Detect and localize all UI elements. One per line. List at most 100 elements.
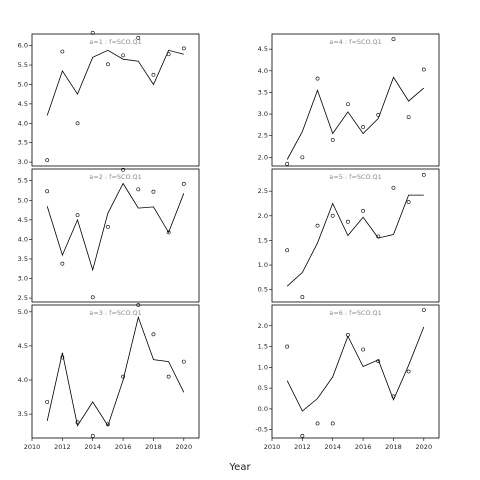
y-tick-label: 0.5	[258, 286, 268, 294]
y-tick-label: 0.0	[258, 405, 268, 413]
observed-point	[45, 399, 50, 404]
x-tick-label: 2010	[24, 443, 41, 451]
y-tick-label: 4.0	[18, 235, 28, 243]
observed-point	[285, 344, 290, 349]
x-tick-label: 2020	[416, 443, 433, 451]
observed-point	[376, 359, 381, 364]
observed-point	[300, 155, 305, 160]
observed-point	[181, 46, 186, 51]
observed-point	[346, 333, 350, 337]
panel-2: a=4 : f=SCO.Q1 2.0 2.5 3.0 3.5 4.0 4.5	[258, 33, 440, 167]
fitted-line	[46, 49, 184, 116]
observed-point	[346, 219, 350, 224]
observed-point	[406, 115, 411, 119]
panel-frame	[31, 168, 200, 303]
y-tick-label: 4.0	[258, 67, 268, 75]
x-tick-label: 2012	[294, 443, 311, 451]
panel-4: a=5 : f=SCO.Q1 0.5 1.0 1.5 2.0 2.5	[258, 168, 440, 303]
observed-point	[90, 30, 95, 35]
observed-point	[151, 72, 156, 77]
y-tick-label: 1.0	[258, 363, 268, 371]
observed-point	[406, 369, 411, 374]
y-tick-label: 3.5	[18, 139, 28, 147]
observed-point	[60, 355, 65, 360]
observed-point	[346, 102, 350, 107]
observed-point	[361, 208, 365, 213]
observed-point	[121, 53, 125, 58]
panel-5: a=3 : f=SCO.Q1 3.5 4.0 4.5 5.0 2010 2012 2014 20…	[18, 303, 200, 451]
y-tick-label: 5.5	[18, 61, 28, 69]
observed-point	[151, 332, 156, 337]
observed-point	[136, 187, 141, 192]
observed-point	[315, 421, 320, 426]
observed-point	[315, 223, 320, 228]
observed-point	[376, 234, 381, 239]
panel-frame	[31, 33, 200, 167]
observed-point	[90, 434, 95, 438]
panel-label: a=1 : f=SCO.Q1	[89, 38, 141, 46]
observed-point	[300, 434, 305, 438]
y-tick-label: 4.0	[18, 119, 28, 127]
y-tick-label: 4.0	[18, 376, 28, 384]
observed-point	[75, 121, 80, 126]
observed-point	[406, 200, 411, 204]
observed-point	[391, 185, 396, 190]
y-tick-label: 3.5	[18, 255, 28, 263]
x-tick-label: 2018	[145, 443, 162, 451]
y-tick-label: 5.0	[18, 308, 28, 316]
panel-label: a=5 : f=SCO.Q1	[329, 173, 381, 181]
observed-point	[361, 347, 365, 352]
observed-point	[75, 213, 80, 218]
observed-point	[106, 422, 110, 427]
fitted-line	[286, 194, 424, 287]
observed-point	[136, 35, 141, 40]
observed-point	[330, 421, 335, 426]
panel-label: a=4 : f=SCO.Q1	[329, 38, 381, 46]
observed-point	[166, 374, 171, 379]
y-tick-label: 1.5	[258, 236, 268, 244]
x-tick-label: 2016	[355, 443, 372, 451]
x-tick-label: 2012	[54, 443, 71, 451]
x-tick-label: 2014	[84, 443, 101, 451]
y-tick-label: 3.5	[258, 88, 268, 96]
panel-label: a=2 : f=SCO.Q1	[89, 173, 141, 181]
y-tick-label: 3.5	[18, 410, 28, 418]
observed-point	[75, 420, 80, 425]
observed-point	[391, 37, 396, 42]
panel-3: a=2 : f=SCO.Q1 2.5 3.0 3.5 4.0 4.5 5.0 5.5	[18, 167, 200, 303]
observed-point	[181, 359, 186, 364]
fitted-line	[286, 326, 425, 412]
observed-point	[90, 295, 95, 300]
observed-point	[285, 248, 290, 253]
observed-point	[136, 303, 141, 307]
y-tick-label: -0.5	[255, 426, 268, 434]
observed-point	[60, 261, 65, 266]
observed-point	[106, 62, 110, 67]
observed-point	[376, 113, 381, 117]
panel-1: a=1 : f=SCO.Q1 3.0 3.5 4.0 4.5 5.0 5.5 6.0	[18, 30, 200, 167]
y-tick-label: 3.0	[258, 110, 268, 118]
y-tick-label: 2.0	[258, 322, 268, 330]
panel-label: a=3 : f=SCO.Q1	[89, 309, 141, 317]
fitted-line	[46, 315, 185, 427]
observed-point	[45, 189, 50, 194]
y-tick-label: 2.5	[258, 187, 268, 195]
observed-point	[361, 125, 365, 129]
y-tick-label: 1.0	[258, 261, 268, 269]
observed-point	[300, 295, 305, 299]
y-tick-label: 0.5	[258, 384, 268, 392]
observed-point	[330, 213, 335, 218]
observed-point	[166, 52, 171, 57]
panel-frame	[271, 304, 440, 439]
y-tick-label: 5.0	[18, 80, 28, 88]
observed-point	[421, 67, 426, 72]
x-tick-label: 2018	[385, 443, 402, 451]
observed-point	[285, 161, 290, 166]
panel-frame	[271, 168, 440, 303]
y-tick-label: 4.5	[18, 216, 28, 224]
y-tick-label: 3.0	[18, 158, 28, 166]
y-tick-label: 6.0	[18, 42, 28, 50]
observed-point	[166, 230, 171, 235]
y-tick-label: 5.0	[18, 196, 28, 204]
